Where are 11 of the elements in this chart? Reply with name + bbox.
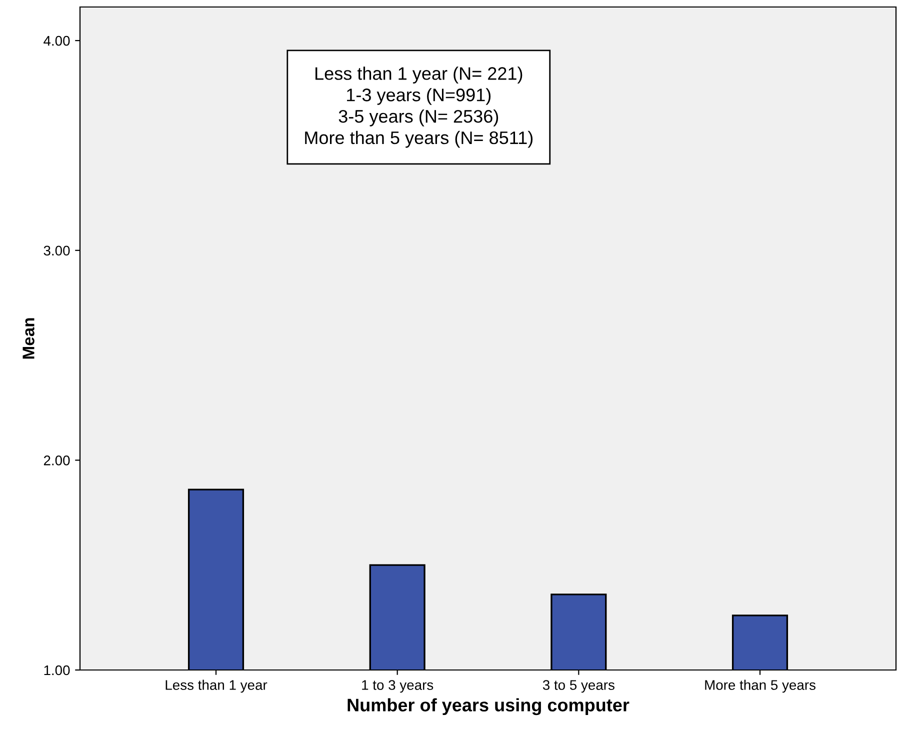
x-tick-label: 3 to 5 years <box>542 680 614 693</box>
y-tick-label: 2.00 <box>44 456 70 466</box>
x-tick-label: 1 to 3 years <box>362 680 434 693</box>
annotation: Less than 1 year (N= 221) 1-3 years (N=991) 3-5 years (N= 2536) More than 5 years (N= 8511) <box>305 66 533 148</box>
x-axis-title: Number of years using computer <box>348 698 630 716</box>
x-tick-label: Less than 1 year <box>166 680 268 693</box>
y-tick-label: 1.00 <box>44 665 70 676</box>
y-tick-label: 3.00 <box>44 246 70 256</box>
y-axis-title: Mean <box>22 318 34 359</box>
y-tick-label: 4.00 <box>44 36 70 46</box>
x-tick-label: More than 5 years <box>705 680 816 693</box>
